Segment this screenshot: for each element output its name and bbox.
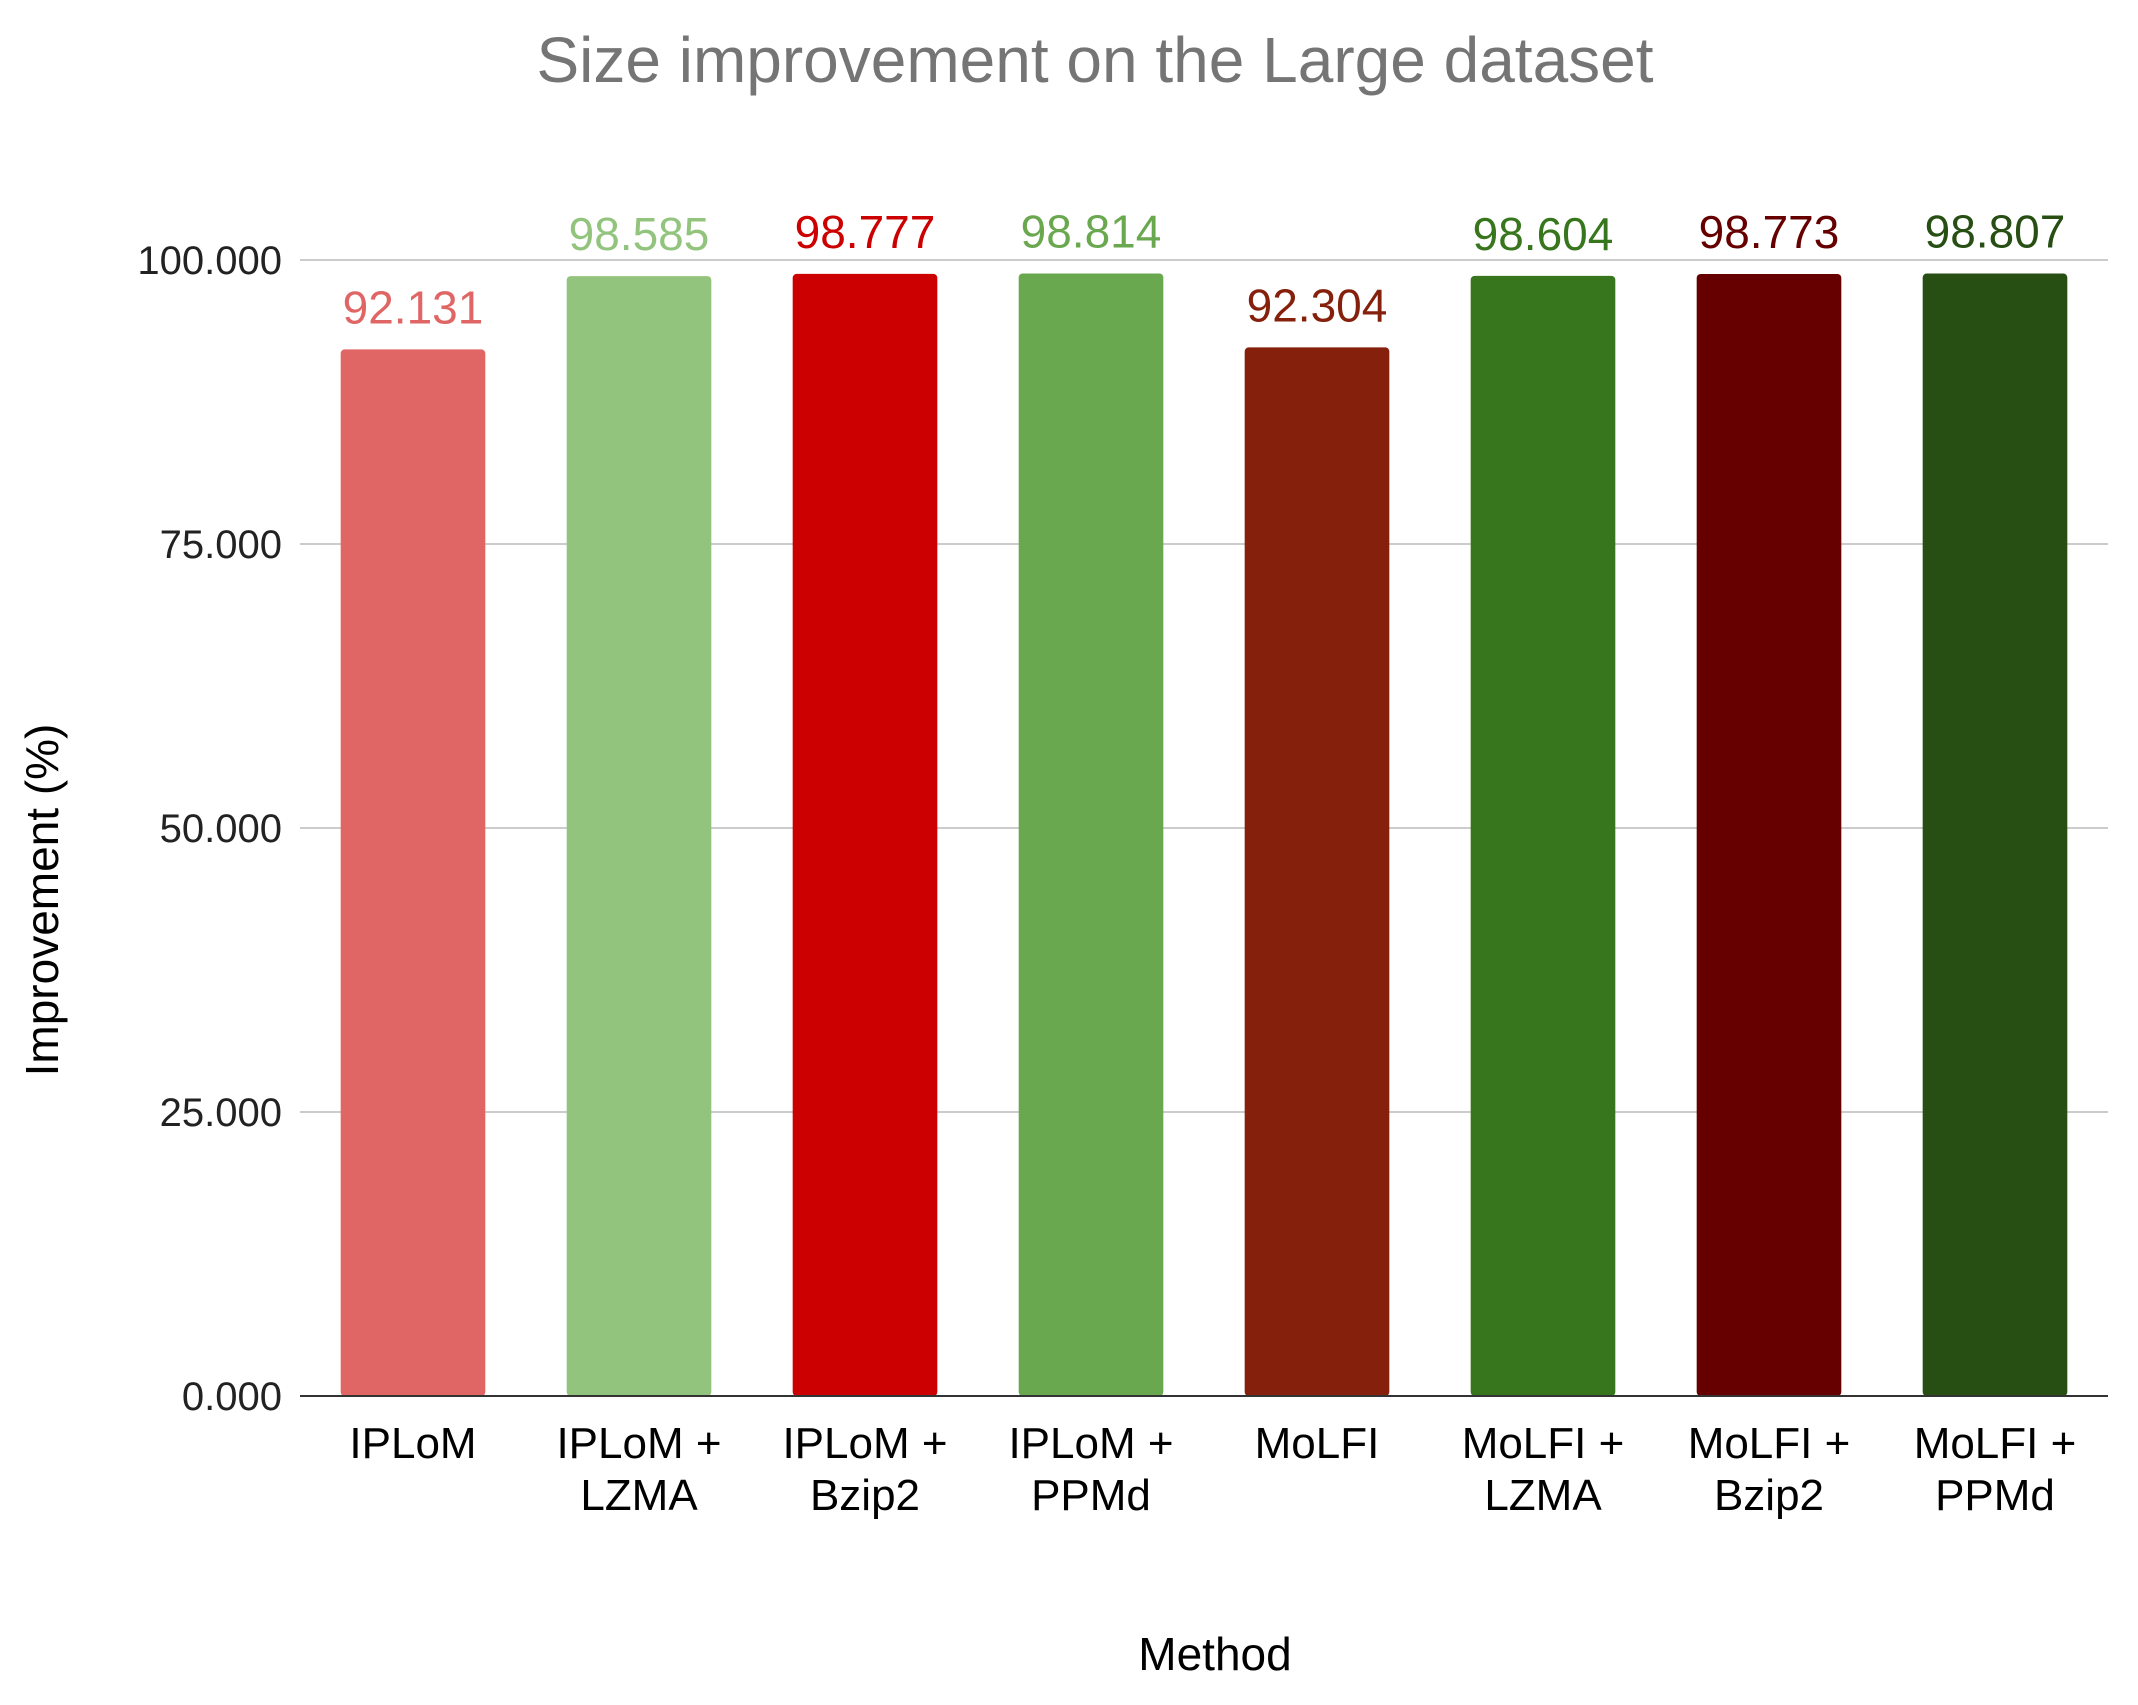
data-label: 98.814 <box>1021 205 1162 257</box>
x-tick-label-line: MoLFI + <box>1462 1419 1625 1468</box>
x-tick-label-line: IPLoM + <box>1008 1419 1173 1468</box>
data-label: 98.807 <box>1925 206 2066 258</box>
x-tick-label-line: PPMd <box>1935 1471 2055 1520</box>
bar <box>1922 273 2068 1396</box>
x-tick-label: MoLFI +LZMA <box>1462 1419 1625 1520</box>
bar <box>1696 273 1842 1396</box>
x-tick-label-line: MoLFI + <box>1688 1419 1851 1468</box>
chart-title: Size improvement on the Large dataset <box>536 24 1653 96</box>
data-label: 92.131 <box>343 281 484 333</box>
x-tick-label: MoLFI +PPMd <box>1914 1419 2077 1520</box>
y-axis-title: Improvement (%) <box>16 724 68 1077</box>
x-tick-label-line: IPLoM + <box>782 1419 947 1468</box>
x-tick-label-line: MoLFI <box>1255 1419 1380 1468</box>
x-tick-label: IPLoM +LZMA <box>556 1419 721 1520</box>
x-tick-label-line: Bzip2 <box>1714 1471 1824 1520</box>
x-tick-label: MoLFI <box>1255 1419 1380 1468</box>
bar <box>1470 275 1616 1397</box>
x-tick-label-line: LZMA <box>580 1471 698 1520</box>
x-tick-label: MoLFI +Bzip2 <box>1688 1419 1851 1520</box>
x-tick-label-line: IPLoM + <box>556 1419 721 1468</box>
y-tick-label: 75.000 <box>160 523 282 567</box>
x-axis-title: Method <box>1138 1628 1291 1680</box>
x-tick-label-line: PPMd <box>1031 1471 1151 1520</box>
bar <box>340 349 486 1396</box>
data-label: 92.304 <box>1247 279 1388 331</box>
x-tick-label-line: LZMA <box>1484 1471 1602 1520</box>
x-tick-label-line: IPLoM <box>349 1419 476 1468</box>
data-label: 98.777 <box>795 206 936 258</box>
y-tick-label: 25.000 <box>160 1091 282 1135</box>
y-axis-ticks: 0.000 25.000 50.000 75.000 100.000 <box>137 239 282 1419</box>
x-tick-label: IPLoM <box>349 1419 476 1468</box>
x-tick-label-line: MoLFI + <box>1914 1419 2077 1468</box>
bar <box>1018 273 1164 1397</box>
bar <box>792 273 938 1396</box>
y-tick-label: 50.000 <box>160 807 282 851</box>
data-label: 98.604 <box>1473 208 1614 260</box>
x-tick-label: IPLoM +Bzip2 <box>782 1419 947 1520</box>
bar <box>566 276 712 1396</box>
x-tick-label: IPLoM +PPMd <box>1008 1419 1173 1520</box>
data-label: 98.585 <box>569 208 710 260</box>
y-tick-label: 0.000 <box>182 1375 282 1419</box>
data-label: 98.773 <box>1699 206 1840 258</box>
bars <box>340 273 2068 1397</box>
bar <box>1244 347 1390 1397</box>
y-tick-label: 100.000 <box>137 239 282 283</box>
x-tick-label-line: Bzip2 <box>810 1471 920 1520</box>
data-labels: 92.131 98.585 98.777 98.814 92.304 98.604 98.7… <box>343 205 2066 333</box>
